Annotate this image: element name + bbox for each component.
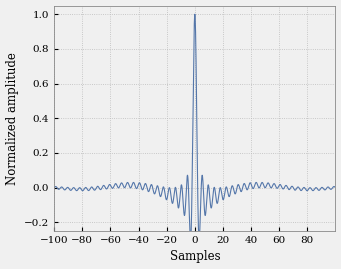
Y-axis label: Normalized amplitude: Normalized amplitude [5,52,18,185]
X-axis label: Samples: Samples [169,250,220,263]
